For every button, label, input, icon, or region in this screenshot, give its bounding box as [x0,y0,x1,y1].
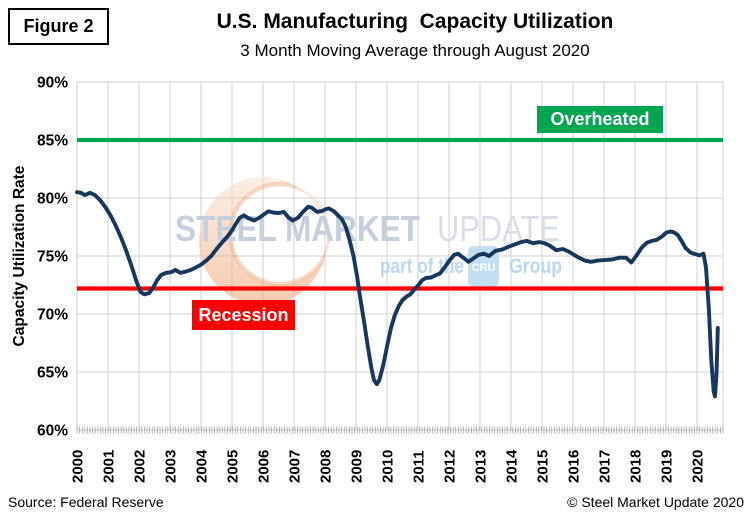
figure-number-text: Figure 2 [23,16,94,36]
svg-text:80%: 80% [37,191,68,208]
svg-text:2017: 2017 [597,450,614,483]
svg-text:90%: 90% [37,75,68,92]
y-axis-labels: 90% 85% 80% 75% 70% 65% 60% [37,75,68,440]
svg-text:2001: 2001 [101,450,118,483]
svg-text:2005: 2005 [225,450,242,483]
chart-title: U.S. Manufacturing Capacity Utilization [216,10,614,33]
watermark-tagline-suffix: Group [509,255,562,278]
y-axis-title: Capacity Utilization Rate [11,165,28,346]
svg-text:2018: 2018 [628,450,645,483]
watermark-brand-bold: STEEL MARKET [175,208,420,249]
overheated-label-text: Overheated [550,109,650,129]
svg-text:2013: 2013 [473,450,490,483]
source-note: Source: Federal Reserve [8,494,164,510]
svg-text:2000: 2000 [70,450,87,483]
svg-text:2003: 2003 [163,450,180,483]
figure-number-badge: Figure 2 [8,8,109,45]
svg-text:2010: 2010 [380,450,397,483]
svg-text:2012: 2012 [442,450,459,483]
copyright-note: © Steel Market Update 2020 [567,494,744,510]
svg-text:2006: 2006 [256,450,273,483]
svg-text:70%: 70% [37,307,68,324]
svg-text:2015: 2015 [535,450,552,483]
cru-logo-text: CRU [472,262,496,274]
svg-text:2004: 2004 [194,449,211,483]
svg-text:2007: 2007 [287,450,304,483]
svg-text:2014: 2014 [504,449,521,483]
svg-text:2002: 2002 [132,450,149,483]
minor-month-ticks [76,426,724,434]
chart-subtitle: 3 Month Moving Average through August 20… [240,41,590,60]
svg-text:75%: 75% [37,249,68,266]
svg-text:2009: 2009 [349,450,366,483]
svg-text:2020: 2020 [690,450,707,483]
series-line [75,190,720,399]
svg-text:85%: 85% [37,133,68,150]
svg-text:60%: 60% [37,423,68,440]
overheated-label: Overheated [537,106,663,133]
recession-label-text: Recession [198,304,289,325]
svg-text:65%: 65% [37,365,68,382]
recession-label: Recession [192,300,295,330]
svg-text:2008: 2008 [318,450,335,483]
svg-text:2011: 2011 [411,450,428,483]
svg-text:2019: 2019 [659,450,676,483]
x-axis-labels: 2000 2001 2002 2003 2004 2005 2006 2007 2008 2009… [70,449,707,483]
svg-text:2016: 2016 [566,450,583,483]
